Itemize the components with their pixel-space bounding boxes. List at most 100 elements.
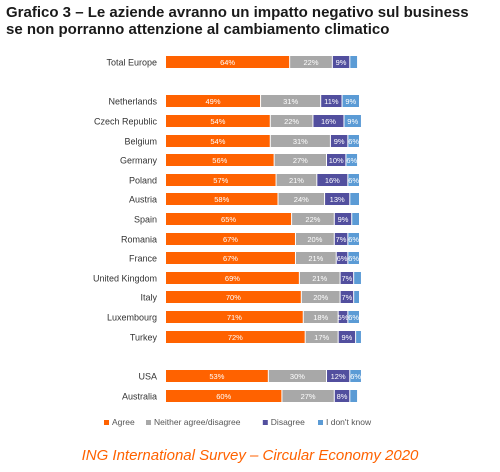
bar-segment — [166, 213, 292, 225]
data-label: 67% — [223, 254, 238, 263]
bar-segment — [354, 272, 361, 284]
data-label: 27% — [301, 392, 316, 401]
data-label: 54% — [210, 137, 225, 146]
legend-label: I don't know — [326, 417, 372, 427]
legend-swatch — [146, 420, 151, 425]
bar-segment — [166, 56, 290, 68]
bar-segment — [350, 390, 358, 402]
bar-segment — [166, 252, 295, 264]
bar-segment — [290, 56, 332, 68]
data-label: 58% — [214, 195, 229, 204]
bar-segment — [166, 233, 295, 245]
source-footer: ING International Survey – Circular Econ… — [81, 447, 419, 464]
data-label: 20% — [313, 293, 328, 302]
category-label: Australia — [122, 392, 157, 402]
bar-segment — [166, 95, 261, 107]
data-label: 9% — [336, 58, 347, 67]
data-label: 10% — [329, 156, 344, 165]
bar-segment — [313, 115, 344, 127]
bar-segment — [301, 291, 340, 303]
bar-segment — [325, 193, 350, 205]
data-label: 53% — [209, 372, 224, 381]
category-label: USA — [138, 372, 157, 382]
data-label: 31% — [293, 137, 308, 146]
data-label: 9% — [334, 137, 345, 146]
category-label: Spain — [134, 215, 157, 225]
bar-segment — [340, 272, 354, 284]
legend-swatch — [318, 420, 323, 425]
bar-segment — [295, 233, 334, 245]
bar-segment — [348, 311, 359, 323]
bar-segment — [270, 135, 330, 147]
bar-segment — [274, 154, 327, 166]
data-label: 6% — [348, 254, 359, 263]
bar-segment — [166, 174, 276, 186]
data-label: 22% — [303, 58, 318, 67]
bar-segment — [352, 213, 359, 225]
data-label: 6% — [348, 313, 359, 322]
stacked-bar-chart: Total Europe 64% 22% 9% Netherlands 49% 31% 11%… — [93, 56, 372, 427]
category-label: Belgium — [124, 137, 157, 147]
data-label: 20% — [307, 235, 322, 244]
bar-segment — [334, 390, 350, 402]
bar-segment — [356, 331, 361, 343]
data-label: 31% — [283, 97, 298, 106]
title-line-2: se non porranno attenzione al cambiament… — [6, 21, 390, 38]
legend-label: Agree — [112, 417, 135, 427]
data-label: 11% — [324, 97, 339, 106]
data-label: 18% — [313, 313, 328, 322]
data-label: 16% — [321, 117, 336, 126]
category-label: Luxembourg — [107, 313, 157, 323]
category-label: Total Europe — [106, 58, 157, 68]
bar-segment — [276, 174, 317, 186]
bar-segment — [327, 370, 350, 382]
data-label: 6% — [337, 254, 348, 263]
bar-segment — [344, 115, 361, 127]
bar-segment — [346, 154, 358, 166]
data-label: 6% — [346, 156, 357, 165]
bar-segment — [166, 370, 268, 382]
bar-segment — [268, 370, 327, 382]
data-label: 6% — [348, 176, 359, 185]
data-label: 21% — [308, 254, 323, 263]
bar-segment — [166, 193, 278, 205]
bar-segment — [321, 95, 342, 107]
data-label: 57% — [213, 176, 228, 185]
data-label: 70% — [226, 293, 241, 302]
bar-segment — [166, 311, 303, 323]
category-label: France — [129, 254, 157, 264]
bar-segment — [340, 291, 354, 303]
bar-segment — [336, 252, 348, 264]
data-label: 12% — [331, 372, 346, 381]
bar-segment — [261, 95, 321, 107]
bar-segment — [166, 331, 305, 343]
bar-segment — [305, 331, 338, 343]
category-label: Poland — [129, 176, 157, 186]
bar-segment — [166, 291, 301, 303]
data-label: 21% — [312, 274, 327, 283]
legend-swatch — [104, 420, 109, 425]
bar-segment — [292, 213, 334, 225]
category-label: United Kingdom — [93, 274, 157, 284]
bar-segment — [282, 390, 334, 402]
data-label: 9% — [338, 215, 349, 224]
data-label: 64% — [220, 58, 235, 67]
data-label: 54% — [210, 117, 225, 126]
data-label: 17% — [314, 333, 329, 342]
data-label: 9% — [341, 333, 352, 342]
bar-segment — [330, 135, 348, 147]
bar-segment — [166, 115, 270, 127]
title-line-1: Grafico 3 – Le aziende avranno un impatt… — [6, 4, 469, 21]
data-label: 67% — [223, 235, 238, 244]
data-label: 16% — [325, 176, 340, 185]
bar-segment — [342, 95, 359, 107]
data-label: 60% — [216, 392, 231, 401]
data-label: 69% — [225, 274, 240, 283]
bar-segment — [166, 154, 274, 166]
data-label: 6% — [348, 235, 359, 244]
bar-segment — [332, 56, 350, 68]
bar-segment — [338, 331, 356, 343]
bar-segment — [278, 193, 325, 205]
bar-segment — [166, 272, 299, 284]
data-label: 65% — [221, 215, 236, 224]
